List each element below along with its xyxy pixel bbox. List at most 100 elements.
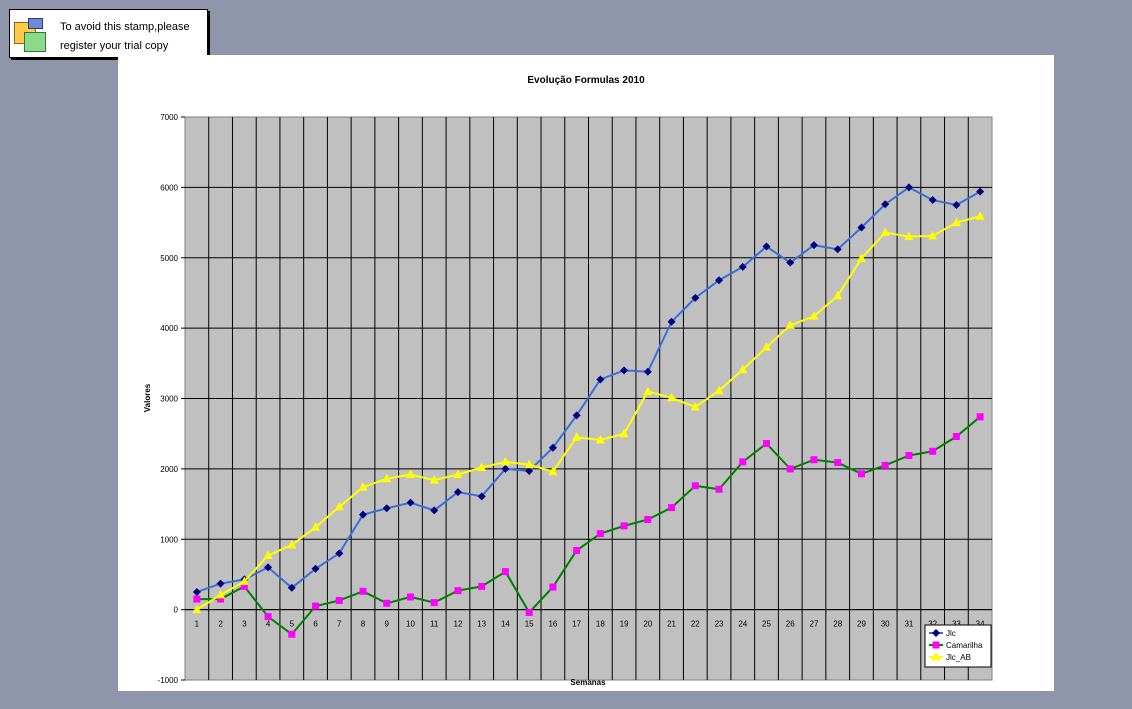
data-point bbox=[786, 465, 794, 473]
data-point bbox=[548, 443, 557, 452]
data-point bbox=[572, 411, 581, 420]
data-point bbox=[691, 482, 699, 490]
data-point bbox=[525, 608, 533, 616]
legend: Jlc Camarilha Jlc_AB bbox=[924, 624, 992, 668]
series-0 bbox=[192, 183, 985, 597]
data-point bbox=[904, 183, 913, 192]
x-axis: 1 2 3 4 5 6 7 8 9 10 11 12 13 14 15 16 17 18 19 20 21 22 23 24 2… bbox=[195, 620, 985, 629]
x-tick-label: 8 bbox=[361, 620, 366, 629]
x-tick-label: 31 bbox=[904, 620, 913, 629]
data-point bbox=[929, 447, 937, 455]
series-1 bbox=[193, 413, 984, 638]
series-group bbox=[192, 183, 985, 638]
y-tick-label: 6000 bbox=[160, 183, 178, 192]
x-tick-label: 15 bbox=[525, 620, 534, 629]
x-tick-label: 24 bbox=[738, 620, 747, 629]
y-tick-label: 0 bbox=[174, 606, 179, 615]
stamp-text-line1: To avoid this stamp,please bbox=[60, 21, 190, 33]
x-tick-label: 4 bbox=[266, 620, 271, 629]
data-point bbox=[763, 440, 771, 448]
data-point bbox=[287, 539, 297, 549]
data-point bbox=[833, 290, 843, 300]
data-point bbox=[192, 588, 201, 597]
legend-marker bbox=[932, 629, 940, 637]
x-tick-label: 30 bbox=[881, 620, 890, 629]
x-tick-label: 32 bbox=[928, 620, 937, 629]
stamp-icon bbox=[14, 18, 48, 52]
data-point bbox=[904, 231, 914, 241]
data-point bbox=[501, 568, 509, 576]
data-point bbox=[240, 582, 248, 590]
data-point bbox=[714, 385, 724, 395]
data-point bbox=[856, 253, 866, 262]
x-tick-label: 26 bbox=[786, 620, 795, 629]
data-point bbox=[667, 392, 677, 402]
data-point bbox=[881, 461, 889, 469]
y-tick-label: 3000 bbox=[160, 395, 178, 404]
x-tick-label: 29 bbox=[857, 620, 866, 629]
data-point bbox=[500, 456, 510, 466]
x-tick-label: 18 bbox=[596, 620, 605, 629]
y-tick-label: -1000 bbox=[158, 676, 179, 685]
data-point bbox=[668, 504, 676, 512]
legend-marker bbox=[932, 641, 940, 649]
data-point bbox=[834, 459, 842, 467]
data-point bbox=[952, 433, 960, 441]
data-point bbox=[596, 530, 604, 538]
x-tick-label: 14 bbox=[501, 620, 510, 629]
data-point bbox=[429, 475, 439, 484]
x-tick-label: 2 bbox=[218, 620, 223, 629]
data-point bbox=[216, 579, 225, 588]
data-point bbox=[312, 602, 320, 610]
y-tick-label: 7000 bbox=[160, 113, 178, 122]
data-point bbox=[382, 504, 391, 513]
legend-label: Jlc bbox=[946, 629, 956, 638]
x-tick-label: 25 bbox=[762, 620, 771, 629]
data-point bbox=[715, 276, 724, 285]
data-point bbox=[454, 587, 462, 595]
x-tick-label: 9 bbox=[385, 620, 390, 629]
data-point bbox=[383, 599, 391, 607]
x-tick-label: 6 bbox=[313, 620, 318, 629]
legend-label: Camarilha bbox=[946, 641, 983, 650]
data-point bbox=[928, 230, 938, 240]
legend-marker bbox=[931, 652, 941, 661]
x-axis-label: Semanas bbox=[570, 678, 606, 687]
data-point bbox=[406, 593, 414, 601]
data-point bbox=[334, 501, 344, 511]
series-line bbox=[196, 186, 981, 593]
data-point bbox=[976, 187, 985, 196]
data-point bbox=[667, 317, 676, 326]
x-tick-label: 23 bbox=[715, 620, 724, 629]
data-point bbox=[311, 564, 320, 573]
x-tick-label: 1 bbox=[195, 620, 200, 629]
chart-panel: Evolução Formulas 2010 -1000 0 1000 2000 300… bbox=[118, 55, 1054, 691]
x-tick-label: 5 bbox=[290, 620, 295, 629]
x-tick-label: 27 bbox=[810, 620, 819, 629]
data-point bbox=[596, 375, 605, 384]
x-tick-label: 19 bbox=[620, 620, 629, 629]
data-point bbox=[809, 311, 819, 320]
data-point bbox=[928, 196, 937, 205]
data-point bbox=[335, 596, 343, 604]
data-point bbox=[501, 464, 510, 473]
chart-title: Evolução Formulas 2010 bbox=[527, 75, 645, 86]
x-tick-label: 17 bbox=[572, 620, 581, 629]
data-point bbox=[264, 563, 273, 572]
x-tick-label: 3 bbox=[242, 620, 247, 629]
data-point bbox=[739, 458, 747, 466]
data-point bbox=[833, 245, 842, 254]
data-point bbox=[951, 217, 961, 227]
line-chart: Evolução Formulas 2010 -1000 0 1000 2000 300… bbox=[143, 75, 993, 687]
data-point bbox=[359, 587, 367, 595]
data-point bbox=[715, 485, 723, 493]
data-point bbox=[880, 227, 890, 236]
data-point bbox=[453, 469, 463, 479]
data-point bbox=[263, 550, 273, 559]
data-point bbox=[644, 516, 652, 524]
data-point bbox=[857, 223, 866, 232]
data-point bbox=[548, 466, 558, 476]
x-tick-label: 21 bbox=[667, 620, 676, 629]
x-tick-label: 22 bbox=[691, 620, 700, 629]
series-2 bbox=[192, 211, 985, 614]
